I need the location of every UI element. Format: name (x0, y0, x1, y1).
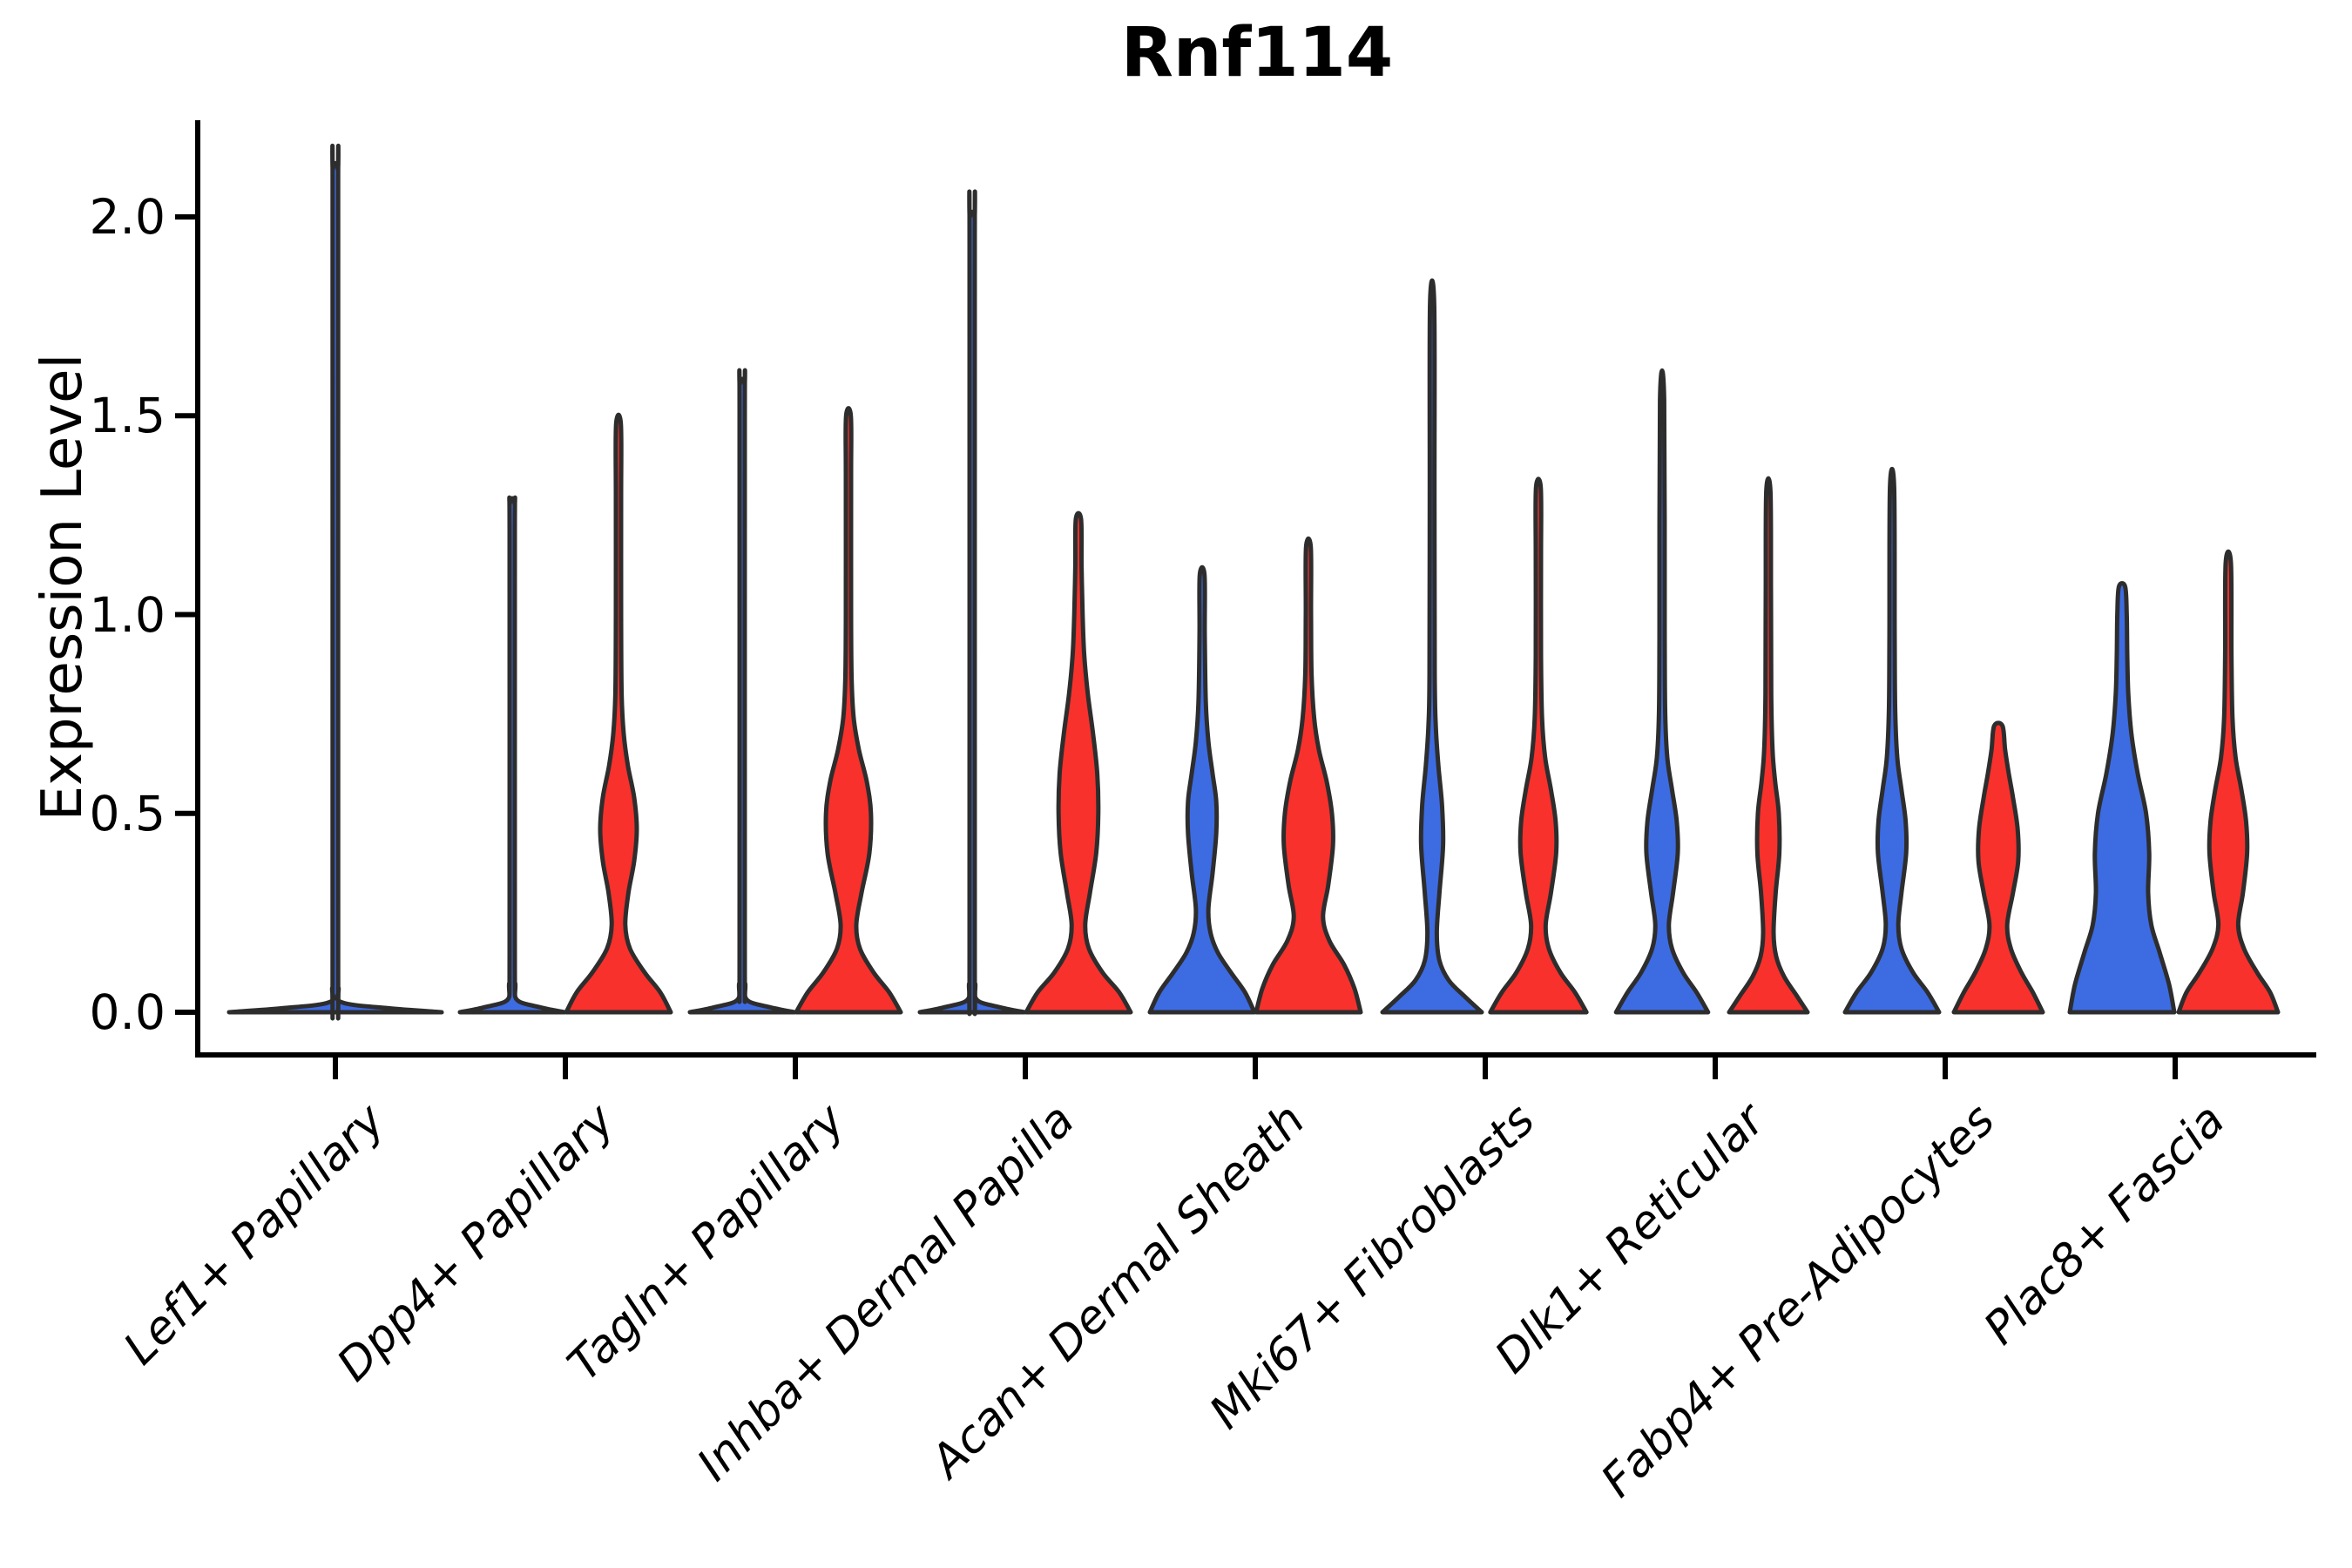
y-tick-label: 2.0 (89, 189, 166, 245)
chart-title: Rnf114 (1120, 14, 1394, 92)
violin-dpp4-papillary-blue (457, 495, 567, 1015)
y-tick-label: 0.5 (89, 785, 166, 841)
violin-fabp4-pre-adipocytes-blue (1842, 466, 1942, 1015)
violin-tagln-papillary-red (794, 406, 903, 1015)
y-tick-label: 1.5 (89, 388, 166, 444)
violin-plac8-fascia-blue (2067, 581, 2177, 1015)
violin-tagln-papillary-blue (687, 368, 797, 1015)
violin-lef1-papillary-blue (226, 143, 444, 1021)
y-tick-label: 1.0 (89, 586, 166, 643)
violin-acan-dermal-sheath-red (1254, 536, 1363, 1015)
violin-inhba-dermal-papilla-red (1024, 510, 1133, 1015)
violin-dlk1-reticular-blue (1613, 368, 1711, 1015)
violin-acan-dermal-sheath-blue (1147, 564, 1257, 1015)
violin-mki67-fibroblasts-red (1488, 476, 1589, 1015)
violin-mki67-fibroblasts-blue (1380, 278, 1484, 1015)
violin-dlk1-reticular-red (1727, 476, 1810, 1015)
violin-inhba-dermal-papilla-blue (917, 189, 1027, 1017)
y-tick-label: 0.0 (89, 984, 166, 1040)
violin-plac8-fascia-red (2176, 549, 2281, 1015)
violin-dpp4-papillary-red (564, 412, 673, 1015)
violin-fabp4-pre-adipocytes-red (1951, 720, 2045, 1015)
